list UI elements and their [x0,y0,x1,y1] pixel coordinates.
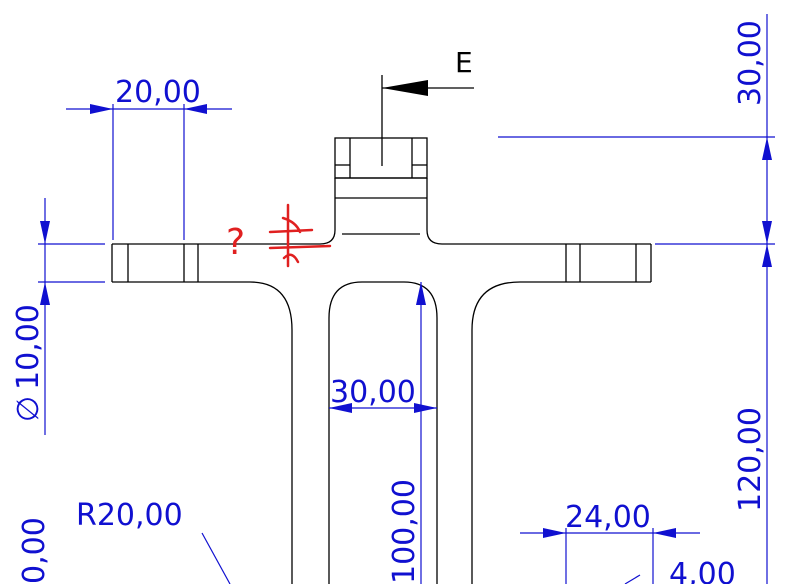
markup-question-mark: ? [226,222,245,263]
dim-hole-spacing: 20,00 [66,75,232,240]
dim-bottom-width: 24,00 [520,500,700,584]
dim-hole-diameter: ∅ 10,00 [11,198,105,435]
markup-scribble [268,203,332,268]
section-label: E [455,46,473,79]
dim-left-partial-text: 0,00 [17,517,52,584]
dim-total-height: 120,00 [733,262,768,584]
dim-bottom-width-text: 24,00 [565,500,651,535]
dim-bottom-offset: 4,00 [624,557,736,584]
dim-hole-diameter-text: 10,00 [11,304,46,390]
dim-slot-width-text: 30,00 [330,375,416,410]
dim-top-height: 30,00 [498,14,775,267]
dim-bottom-offset-text: 4,00 [669,557,736,584]
dim-left-partial: 0,00 [17,517,52,584]
dim-hole-diameter-symbol: ∅ [11,396,46,422]
section-arrow-e: E [381,46,474,166]
dim-hole-spacing-text: 20,00 [115,75,201,110]
dim-slot-width: 30,00 [329,375,437,413]
dim-slot-depth: 100,00 [387,282,426,584]
dim-top-height-text: 30,00 [733,20,768,106]
part-outline [111,137,652,584]
dim-total-height-text: 120,00 [733,407,768,512]
red-markup-annotation: ? [226,203,332,268]
dim-fillet-radius: R20,00 [76,498,231,584]
dim-fillet-radius-text: R20,00 [76,498,183,533]
dim-slot-depth-text: 100,00 [387,479,422,584]
